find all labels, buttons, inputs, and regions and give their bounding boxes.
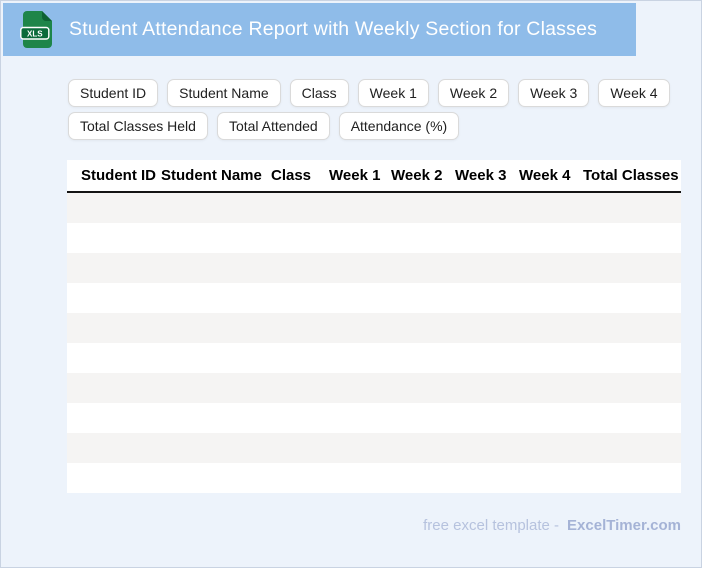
col-header-week-4: Week 4 — [519, 167, 571, 184]
chip-student-name[interactable]: Student Name — [167, 79, 281, 107]
col-header-week-1: Week 1 — [329, 167, 381, 184]
chip-week-2[interactable]: Week 2 — [437, 79, 510, 107]
chip-student-id[interactable]: Student ID — [68, 79, 159, 107]
footer-text: free excel template - — [423, 517, 560, 534]
col-header-student-id: Student ID — [81, 167, 156, 184]
col-header-class: Class — [271, 167, 312, 184]
chip-week-1[interactable]: Week 1 — [357, 79, 429, 107]
keyword-chips-row1: Student ID Student Name Class Week 1 Wee… — [68, 79, 670, 107]
xls-icon-label: XLS — [27, 29, 43, 38]
table-body — [67, 193, 681, 493]
col-header-total-classes-held: Total Classes Held — [583, 167, 681, 184]
table-row — [67, 253, 681, 283]
chip-attendance-percent[interactable]: Attendance (%) — [338, 112, 460, 140]
table-row — [67, 463, 681, 493]
xls-file-icon: XLS — [20, 11, 52, 48]
table-row — [67, 343, 681, 373]
table-row — [67, 403, 681, 433]
chip-week-3[interactable]: Week 3 — [518, 79, 590, 107]
footer-brand-link[interactable]: ExcelTimer.com — [567, 517, 681, 534]
chip-week-4[interactable]: Week 4 — [598, 79, 670, 107]
footer-credit: free excel template - ExcelTimer.com — [423, 517, 681, 534]
table-row — [67, 193, 681, 223]
col-header-week-2: Week 2 — [391, 167, 443, 184]
chip-class[interactable]: Class — [289, 79, 349, 107]
table-header-row: Student ID Student Name Class Week 1 Wee… — [67, 160, 681, 193]
title-banner: XLS Student Attendance Report with Weekl… — [3, 3, 636, 56]
table-row — [67, 313, 681, 343]
table-row — [67, 433, 681, 463]
keyword-chips-row2: Total Classes Held Total Attended Attend… — [68, 112, 460, 140]
table-row — [67, 373, 681, 403]
col-header-week-3: Week 3 — [455, 167, 507, 184]
chip-total-classes-held[interactable]: Total Classes Held — [68, 112, 208, 140]
attendance-table: Student ID Student Name Class Week 1 Wee… — [67, 160, 681, 493]
table-row — [67, 283, 681, 313]
page-title: Student Attendance Report with Weekly Se… — [69, 18, 598, 40]
col-header-student-name: Student Name — [161, 167, 262, 184]
chip-total-attended[interactable]: Total Attended — [216, 112, 330, 140]
table-row — [67, 223, 681, 253]
